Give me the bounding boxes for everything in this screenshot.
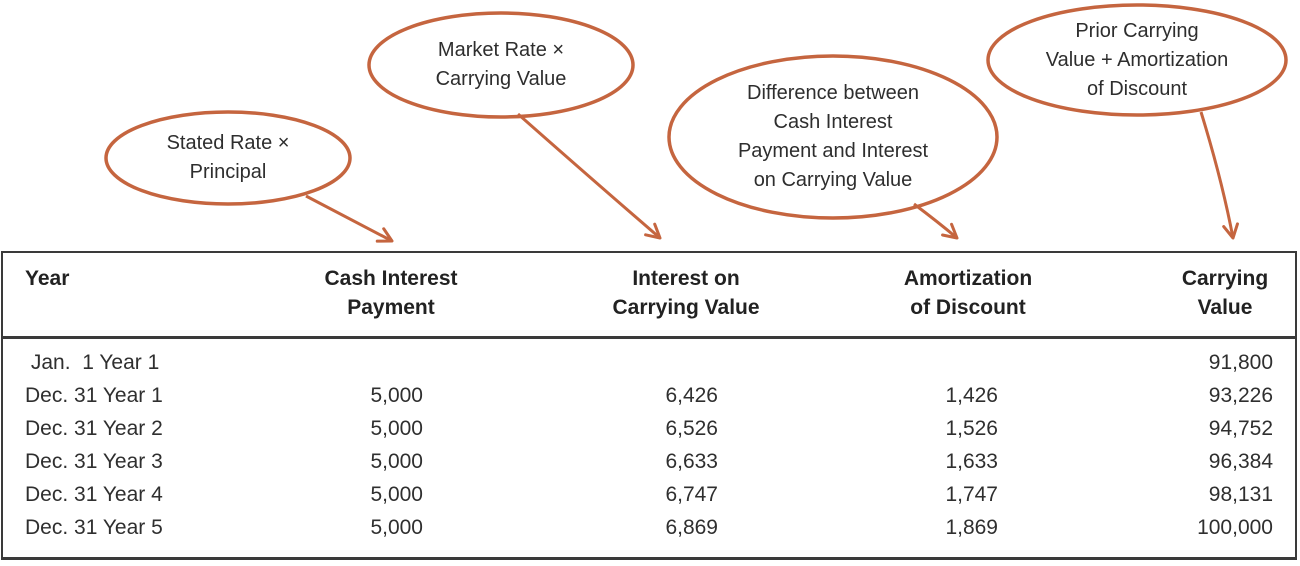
cell-carrying-value: 96,384 (1208, 450, 1273, 473)
table-row: Jan. 1 Year 1 91,800 (3, 346, 1295, 379)
cell-cash-interest-payment (191, 346, 591, 379)
header-amortization-of-discount: Amortization of Discount (903, 267, 1033, 319)
arrow-to-carrying-value-column (1199, 111, 1239, 240)
cell-amortization-of-discount: 1,869 (945, 516, 998, 539)
arrow-to-cash-interest-payment-column (305, 194, 394, 243)
amortization-table: Year Cash Interest Payment Interest on C… (1, 251, 1297, 560)
cell-cash-interest-payment: 5,000 (370, 516, 423, 539)
cell-interest-on-carrying-value: 6,869 (665, 516, 718, 539)
arrow-to-amortization-of-discount-column (913, 202, 959, 240)
table-row: Dec. 31 Year 4 5,000 6,747 1,747 98,131 (3, 478, 1295, 511)
cell-year: Dec. 31 Year 3 (25, 450, 163, 473)
cell-cash-interest-payment: 5,000 (370, 483, 423, 506)
cell-amortization-of-discount: 1,526 (945, 417, 998, 440)
cell-amortization-of-discount (781, 346, 1155, 379)
callout-ellipse-prior-carrying (986, 3, 1288, 117)
cell-cash-interest-payment: 5,000 (370, 450, 423, 473)
callout-ellipse-difference (667, 54, 999, 220)
cell-amortization-of-discount: 1,633 (945, 450, 998, 473)
cell-cash-interest-payment: 5,000 (370, 417, 423, 440)
callout-ellipse-market-rate (367, 11, 635, 119)
cell-interest-on-carrying-value: 6,526 (665, 417, 718, 440)
header-cash-interest-payment: Cash Interest Payment (324, 267, 458, 319)
table-row: Dec. 31 Year 1 5,000 6,426 1,426 93,226 (3, 379, 1295, 412)
cell-carrying-value: 94,752 (1208, 417, 1273, 440)
cell-amortization-of-discount: 1,747 (945, 483, 998, 506)
table-header-row: Year Cash Interest Payment Interest on C… (3, 253, 1295, 339)
table-row: Dec. 31 Year 3 5,000 6,633 1,633 96,384 (3, 445, 1295, 478)
cell-carrying-value: 93,226 (1208, 384, 1273, 407)
cell-amortization-of-discount: 1,426 (945, 384, 998, 407)
cell-year: Jan. 1 Year 1 (25, 351, 160, 374)
cell-cash-interest-payment: 5,000 (370, 384, 423, 407)
callout-market-rate: Market Rate × Carrying Value (435, 39, 567, 90)
cell-interest-on-carrying-value: 6,426 (665, 384, 718, 407)
header-carrying-value: Carrying Value (1181, 267, 1269, 319)
table-row: Dec. 31 Year 2 5,000 6,526 1,526 94,752 (3, 412, 1295, 445)
header-interest-on-carrying-value: Interest on Carrying Value (612, 267, 760, 319)
cell-interest-on-carrying-value (591, 346, 781, 379)
callout-ellipse-stated-rate (104, 110, 352, 206)
header-year: Year (25, 267, 70, 290)
cell-year: Dec. 31 Year 5 (25, 516, 163, 539)
table-body: Jan. 1 Year 1 91,800 Dec. 31 Year 1 5,00… (3, 339, 1295, 544)
cell-interest-on-carrying-value: 6,747 (665, 483, 718, 506)
cell-carrying-value: 98,131 (1208, 483, 1273, 506)
callout-difference: Difference between Cash Interest Payment… (737, 82, 929, 191)
cell-carrying-value: 91,800 (1208, 351, 1273, 374)
arrow-to-interest-on-carrying-value-column (517, 112, 662, 240)
callout-stated-rate: Stated Rate × Principal (166, 132, 290, 183)
callout-prior-carrying: Prior Carrying Value + Amortization of D… (1045, 19, 1229, 100)
cell-interest-on-carrying-value: 6,633 (665, 450, 718, 473)
cell-year: Dec. 31 Year 1 (25, 384, 163, 407)
cell-carrying-value: 100,000 (1197, 516, 1273, 539)
table-row: Dec. 31 Year 5 5,000 6,869 1,869 100,000 (3, 511, 1295, 544)
cell-year: Dec. 31 Year 2 (25, 417, 163, 440)
cell-year: Dec. 31 Year 4 (25, 483, 163, 506)
